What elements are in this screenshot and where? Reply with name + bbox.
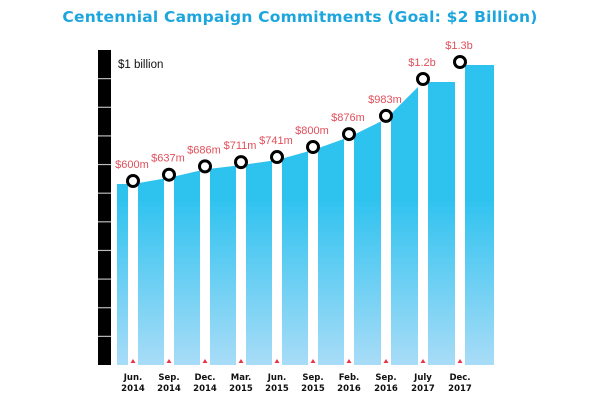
column-gap bbox=[344, 134, 354, 366]
data-label: $637m bbox=[151, 153, 185, 165]
x-tick-label-year: 2016 bbox=[374, 384, 398, 394]
data-label: $983m bbox=[368, 94, 402, 106]
x-tick-marker bbox=[420, 359, 426, 363]
data-point-marker bbox=[270, 150, 284, 165]
x-tick-label: July bbox=[413, 373, 432, 383]
x-tick-marker bbox=[310, 359, 316, 363]
column-gap bbox=[272, 157, 282, 366]
column-gap bbox=[164, 174, 174, 366]
x-tick-marker bbox=[383, 359, 389, 363]
x-tick-label: Dec. bbox=[194, 373, 215, 383]
x-tick-label-year: 2017 bbox=[411, 384, 435, 394]
x-tick-label: Jun. bbox=[267, 373, 287, 383]
data-point-marker bbox=[453, 55, 467, 69]
data-label: $876m bbox=[331, 112, 365, 124]
x-tick-label-year: 2015 bbox=[265, 384, 289, 394]
data-point-marker bbox=[416, 72, 430, 86]
x-tick-label-year: 2014 bbox=[157, 384, 181, 394]
x-tick-label: Mar. bbox=[231, 373, 251, 383]
x-tick-label-year: 2015 bbox=[301, 384, 325, 394]
x-tick-marker bbox=[457, 359, 463, 363]
data-point-marker bbox=[198, 159, 212, 174]
x-tick-label-year: 2014 bbox=[193, 384, 217, 394]
column-gap bbox=[236, 162, 246, 366]
x-tick-label: Dec. bbox=[449, 373, 470, 383]
x-tick-label: Sep. bbox=[375, 373, 396, 383]
y-axis bbox=[98, 50, 111, 365]
x-tick-marker bbox=[346, 359, 352, 363]
x-tick-marker bbox=[166, 359, 172, 363]
x-tick-marker bbox=[274, 359, 280, 363]
data-point-marker bbox=[306, 140, 320, 154]
column-gap bbox=[128, 181, 138, 366]
x-tick-label-year: 2017 bbox=[448, 384, 472, 394]
x-tick-label-year: 2014 bbox=[121, 384, 145, 394]
x-tick-label-year: 2016 bbox=[337, 384, 361, 394]
area-fill bbox=[117, 60, 494, 365]
data-label: $686m bbox=[187, 144, 221, 156]
column-gap bbox=[200, 166, 210, 366]
data-point-marker bbox=[234, 155, 248, 170]
x-tick-marker bbox=[238, 359, 244, 363]
x-tick-label-year: 2015 bbox=[229, 384, 253, 394]
x-tick-label: Sep. bbox=[302, 373, 323, 383]
data-point-marker bbox=[162, 167, 176, 182]
data-point-marker bbox=[342, 127, 356, 142]
y-axis-bar bbox=[98, 50, 111, 365]
column-gap bbox=[455, 62, 465, 366]
x-tick-label: Feb. bbox=[339, 373, 360, 383]
column-gap bbox=[381, 115, 391, 366]
data-label: $1.3b bbox=[445, 40, 473, 52]
data-point-marker bbox=[126, 174, 140, 188]
data-label: $1.2b bbox=[408, 57, 436, 69]
data-label: $741m bbox=[259, 135, 293, 147]
data-label: $600m bbox=[115, 159, 149, 171]
x-tick-marker bbox=[202, 359, 208, 363]
data-point-marker bbox=[379, 108, 393, 123]
data-label: $711m bbox=[224, 140, 257, 152]
x-tick-marker bbox=[130, 359, 136, 363]
x-tick-label: Jun. bbox=[123, 373, 143, 383]
y-axis-label: $1 billion bbox=[118, 59, 163, 71]
data-label: $800m bbox=[295, 125, 329, 137]
x-tick-label: Sep. bbox=[158, 373, 179, 383]
column-gap bbox=[418, 79, 428, 366]
column-gap bbox=[308, 147, 318, 366]
chart-title: Centennial Campaign Commitments (Goal: $… bbox=[62, 8, 538, 26]
